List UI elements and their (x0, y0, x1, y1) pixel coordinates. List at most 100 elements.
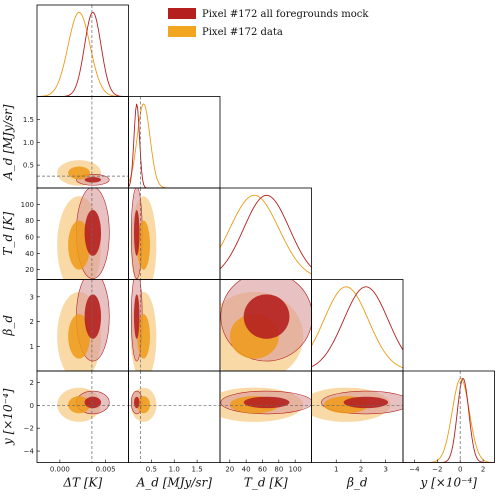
contour-mock-68 (133, 396, 140, 409)
contour-mock-68 (243, 294, 290, 339)
contour-mock-68 (243, 396, 290, 409)
contour-mock-68 (84, 294, 102, 339)
x-tick-label: 1 (334, 466, 338, 474)
x-tick-label: 2 (359, 466, 363, 474)
contour-mock-68 (84, 210, 102, 256)
contour-data-68 (68, 314, 91, 359)
y-tick-label: 0 (30, 402, 34, 410)
panel-content (37, 96, 129, 188)
panel-content (311, 387, 403, 422)
x-tick-label: −2 (432, 466, 442, 474)
panel-content (311, 286, 403, 369)
marginal-data-curve (220, 194, 312, 275)
panel-dT-dT (36, 4, 129, 97)
legend-label-mock: Pixel #172 all foregrounds mock (202, 9, 369, 20)
panel-y-dT: 0.000 0.005 −4 −2 0 2 (24, 370, 129, 474)
y-tick-label: −4 (24, 448, 35, 456)
y-tick-label: 1.5 (23, 116, 34, 124)
panel-Ad-dT: 0.5 1.0 1.5 (23, 96, 129, 189)
x-tick-label: 60 (258, 466, 267, 474)
legend-swatch-mock (168, 8, 196, 19)
panel-content (130, 188, 157, 280)
contour-data-68 (68, 166, 91, 180)
marginal-mock-curve (128, 103, 220, 188)
panel-content (220, 194, 312, 275)
contour-mock-68 (84, 177, 102, 183)
y-tick-label: 3 (30, 293, 34, 301)
panel-content (130, 279, 157, 371)
contour-data-68 (137, 396, 151, 414)
y-tick-label: 1 (30, 343, 34, 351)
y-axis-label-y: y [×10⁻⁴] (1, 388, 15, 446)
legend-label-data: Pixel #172 data (202, 27, 283, 38)
marginal-mock-curve (311, 286, 403, 368)
x-tick-label: 20 (225, 466, 234, 474)
x-axis-label-dT: ΔT [K] (62, 476, 102, 490)
legend: Pixel #172 all foregrounds mock Pixel #1… (168, 8, 369, 38)
x-tick-label: 1.5 (192, 466, 203, 474)
y-tick-label: 2 (30, 318, 34, 326)
panel-bd-dT: 1 2 3 (30, 279, 129, 372)
panel-Td-Td (219, 187, 312, 280)
y-axis-label-bd: β_d (1, 315, 15, 337)
y-axis-label-Td: T_d [K] (1, 212, 15, 256)
panel-content (220, 279, 312, 371)
panel-Td-dT: 20 40 60 80 100 (21, 187, 129, 280)
x-tick-label: 1.0 (169, 466, 180, 474)
y-tick-label: 40 (25, 250, 34, 258)
panel-Td-Ad (128, 187, 221, 280)
y-tick-label: 80 (25, 217, 34, 225)
x-tick-label: 80 (274, 466, 283, 474)
marginal-data-curve (128, 103, 220, 188)
y-tick-label: 100 (21, 201, 34, 209)
y-tick-label: 2 (30, 379, 34, 387)
x-tick-label: 2 (481, 466, 485, 474)
panel-y-Td: 20 40 60 80 100 (219, 370, 312, 474)
marginal-mock-curve (37, 11, 129, 97)
legend-swatch-data (168, 26, 196, 37)
marginal-mock-curve (220, 194, 312, 270)
y-axis-label-Ad: A_d [MJy/sr] (1, 104, 15, 181)
x-tick-label: −4 (409, 466, 420, 474)
x-tick-label: 0.000 (50, 466, 70, 474)
y-tick-label: 1.0 (23, 139, 34, 147)
x-axis-label-y: y [×10⁻⁴] (420, 476, 478, 490)
x-tick-label: 0.5 (146, 466, 157, 474)
x-tick-label: 40 (242, 466, 251, 474)
x-tick-label: 0 (458, 466, 462, 474)
marginal-mock-curve (403, 377, 495, 463)
marginal-data-curve (403, 377, 495, 463)
panel-frame (36, 4, 129, 97)
marginal-data-curve (37, 11, 129, 97)
contour-mock-68 (84, 396, 102, 409)
panel-content (37, 371, 129, 463)
panel-Ad-Ad (128, 96, 221, 189)
panel-content (57, 188, 110, 280)
x-tick-label: 100 (288, 466, 301, 474)
y-tick-label: 60 (25, 234, 34, 242)
panel-frame (219, 187, 312, 280)
x-axis-label-Td: T_d [K] (244, 476, 288, 490)
y-tick-label: 20 (25, 266, 34, 274)
x-axis-label-Ad: A_d [MJy/sr] (136, 476, 213, 490)
x-tick-label: 3 (383, 466, 387, 474)
panel-bd-Td (219, 279, 312, 372)
panel-content (37, 5, 129, 97)
panel-y-Ad: 0.5 1.0 1.5 (128, 370, 221, 474)
y-tick-label: 0.5 (23, 162, 34, 170)
panel-content (220, 387, 312, 422)
contour-data-68 (68, 220, 91, 270)
contour-mock-68 (343, 396, 389, 409)
contour-mock-68 (133, 210, 140, 256)
panel-content (128, 96, 220, 188)
panel-content (128, 371, 220, 463)
x-tick-label: 0.005 (96, 466, 116, 474)
panel-y-bd: 1 2 3 (311, 370, 404, 474)
panel-bd-Ad (128, 279, 221, 372)
panel-y-y: −4 −2 0 2 (402, 370, 495, 474)
panel-content (57, 279, 110, 371)
contour-data-68 (137, 220, 151, 270)
y-tick-label: −2 (24, 425, 34, 433)
